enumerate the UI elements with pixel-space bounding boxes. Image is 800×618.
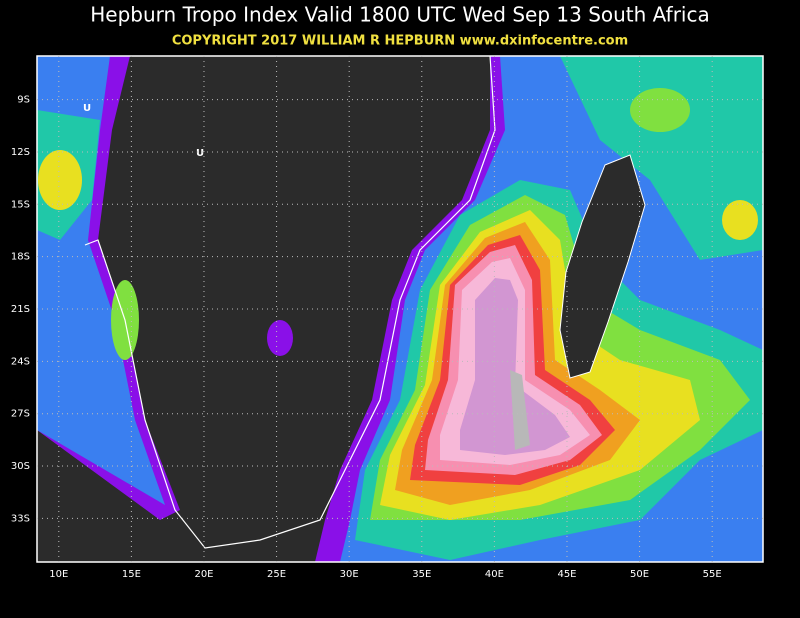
x-tick-label: 45E <box>557 569 576 580</box>
x-tick-label: 50E <box>630 569 649 580</box>
coastline <box>84 56 496 549</box>
x-tick-label: 55E <box>703 569 722 580</box>
y-tick-label: 12S <box>11 147 30 158</box>
island <box>559 154 646 379</box>
field-gray <box>510 370 530 450</box>
field <box>37 56 763 562</box>
marker-label: U <box>83 103 91 114</box>
y-tick-label: 24S <box>11 356 30 367</box>
x-tick-label: 35E <box>412 569 431 580</box>
x-tick-label: 25E <box>267 569 286 580</box>
y-tick-label: 15S <box>11 199 30 210</box>
x-tick-label: 10E <box>49 569 68 580</box>
x-tick-label: 20E <box>194 569 213 580</box>
y-tick-label: 27S <box>11 409 30 420</box>
y-tick-label: 33S <box>11 513 30 524</box>
y-tick-label: 21S <box>11 304 30 315</box>
y-tick-label: 30S <box>11 461 30 472</box>
marker-label: U <box>196 148 204 159</box>
x-tick-label: 40E <box>485 569 504 580</box>
map-title: Hepburn Tropo Index Valid 1800 UTC Wed S… <box>90 3 709 27</box>
field-purple <box>267 320 293 356</box>
field-yellow <box>38 150 82 210</box>
y-tick-label: 9S <box>17 95 30 106</box>
field-green <box>630 88 690 132</box>
x-tick-label: 15E <box>122 569 141 580</box>
map-subtitle: COPYRIGHT 2017 WILLIAM R HEPBURN www.dxi… <box>172 34 628 49</box>
field-lavender <box>460 278 570 455</box>
y-tick-label: 18S <box>11 252 30 263</box>
field-yellow <box>722 200 758 240</box>
x-tick-label: 30E <box>340 569 359 580</box>
